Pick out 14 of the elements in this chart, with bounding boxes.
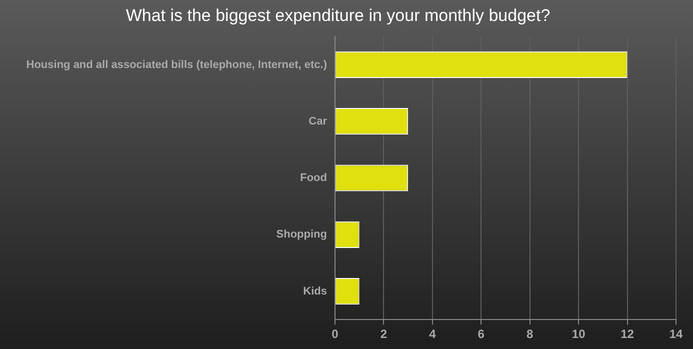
x-tick-label: 2: [380, 327, 388, 342]
x-tick-label: 6: [478, 327, 485, 342]
x-tick-label: 10: [572, 327, 586, 342]
x-tick-label: 0: [332, 327, 339, 342]
y-tick-label: Housing and all associated bills (telephone, Internet, etc.): [26, 58, 328, 71]
y-tick-label: Kids: [303, 285, 327, 298]
chart-title: What is the biggest expenditure in your monthly budget?: [126, 6, 550, 25]
y-tick-label: Shopping: [276, 228, 327, 241]
x-tick-label: 4: [429, 327, 436, 342]
y-tick-label: Car: [308, 115, 328, 128]
x-tick-label: 8: [526, 327, 534, 342]
x-tick-label: 12: [620, 327, 634, 342]
x-tick-label: 14: [669, 327, 683, 342]
y-tick-label: Food: [300, 172, 327, 184]
